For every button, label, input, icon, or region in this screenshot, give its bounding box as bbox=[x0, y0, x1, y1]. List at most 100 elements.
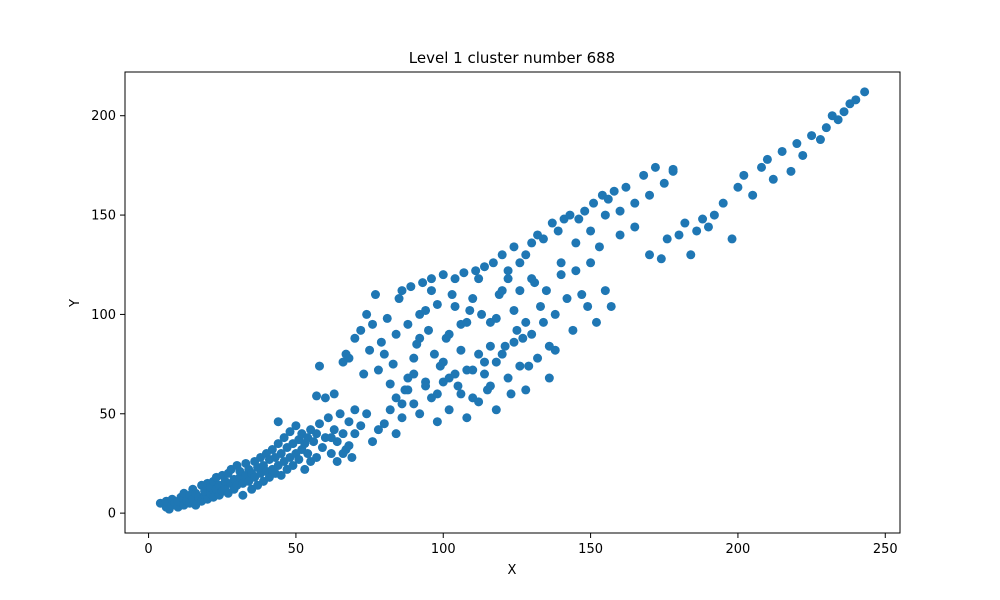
data-point bbox=[332, 456, 342, 466]
data-point bbox=[438, 357, 448, 367]
data-point bbox=[450, 369, 460, 379]
data-point bbox=[586, 258, 596, 268]
data-point bbox=[550, 309, 560, 319]
data-point bbox=[426, 286, 436, 296]
data-point bbox=[356, 325, 366, 335]
data-point bbox=[547, 218, 557, 228]
data-point bbox=[424, 325, 434, 335]
data-point bbox=[450, 301, 460, 311]
data-point bbox=[503, 373, 513, 383]
data-point bbox=[574, 214, 584, 224]
y-axis-ticks: 0 50 100 150 200 bbox=[91, 109, 125, 522]
data-point bbox=[397, 399, 407, 409]
data-point bbox=[362, 409, 372, 419]
data-point bbox=[503, 266, 513, 276]
data-point bbox=[415, 333, 425, 343]
x-tick-label: 200 bbox=[726, 542, 751, 557]
data-point bbox=[314, 419, 324, 429]
data-point bbox=[538, 317, 548, 327]
x-axis-label: X bbox=[508, 563, 517, 578]
y-tick-label: 100 bbox=[91, 308, 116, 323]
data-point bbox=[733, 182, 743, 192]
data-point bbox=[600, 286, 610, 296]
data-point bbox=[391, 429, 401, 439]
x-tick-label: 50 bbox=[288, 542, 305, 557]
data-point bbox=[650, 162, 660, 172]
data-point bbox=[833, 115, 843, 125]
data-point bbox=[630, 222, 640, 232]
data-point bbox=[406, 282, 416, 292]
data-point bbox=[480, 369, 490, 379]
data-point bbox=[556, 270, 566, 280]
data-point bbox=[815, 135, 825, 145]
data-point bbox=[344, 417, 354, 427]
data-point bbox=[418, 278, 428, 288]
data-point bbox=[391, 393, 401, 403]
data-point bbox=[273, 439, 283, 449]
data-point bbox=[288, 460, 298, 470]
data-point bbox=[409, 353, 419, 363]
data-point bbox=[468, 365, 478, 375]
data-point bbox=[589, 198, 599, 208]
data-point bbox=[591, 317, 601, 327]
data-point bbox=[474, 274, 484, 284]
data-point bbox=[521, 385, 531, 395]
data-point bbox=[456, 345, 466, 355]
data-point bbox=[329, 425, 339, 435]
data-point bbox=[323, 413, 333, 423]
data-point bbox=[686, 250, 696, 260]
data-point bbox=[397, 286, 407, 296]
data-point bbox=[279, 433, 289, 443]
data-point bbox=[471, 266, 481, 276]
x-tick-label: 100 bbox=[431, 542, 456, 557]
data-point bbox=[291, 421, 301, 431]
data-point bbox=[860, 87, 870, 97]
data-point bbox=[273, 417, 283, 427]
data-point bbox=[491, 357, 501, 367]
data-point bbox=[497, 349, 507, 359]
data-point bbox=[359, 369, 369, 379]
data-point bbox=[456, 389, 466, 399]
data-point bbox=[600, 210, 610, 220]
data-point bbox=[300, 464, 310, 474]
data-point bbox=[668, 164, 678, 174]
data-point bbox=[586, 226, 596, 236]
data-point bbox=[497, 250, 507, 260]
data-point bbox=[294, 454, 304, 464]
data-point bbox=[807, 131, 817, 141]
data-point bbox=[397, 413, 407, 423]
data-point bbox=[609, 186, 619, 196]
y-tick-label: 0 bbox=[108, 507, 116, 522]
data-point bbox=[798, 150, 808, 160]
data-point bbox=[509, 242, 519, 252]
y-axis-label: Y bbox=[68, 299, 83, 308]
data-point bbox=[583, 301, 593, 311]
data-point bbox=[491, 313, 501, 323]
data-point bbox=[344, 441, 354, 451]
data-point bbox=[527, 238, 537, 248]
data-point bbox=[538, 234, 548, 244]
chart-title: Level 1 cluster number 688 bbox=[409, 49, 615, 67]
data-point bbox=[276, 470, 286, 480]
data-point bbox=[556, 258, 566, 268]
data-point bbox=[450, 274, 460, 284]
data-point bbox=[509, 305, 519, 315]
data-point bbox=[524, 361, 534, 371]
data-point bbox=[821, 123, 831, 133]
data-point bbox=[568, 325, 578, 335]
data-point bbox=[468, 294, 478, 304]
y-tick-label: 150 bbox=[91, 209, 116, 224]
data-point bbox=[541, 286, 551, 296]
data-point bbox=[535, 301, 545, 311]
data-point bbox=[480, 262, 490, 272]
data-point bbox=[312, 391, 322, 401]
data-point bbox=[276, 449, 286, 459]
data-point bbox=[521, 317, 531, 327]
data-point bbox=[674, 230, 684, 240]
data-point bbox=[786, 166, 796, 176]
data-point bbox=[347, 452, 357, 462]
data-point bbox=[403, 373, 413, 383]
data-point bbox=[432, 389, 442, 399]
data-point bbox=[238, 490, 248, 500]
